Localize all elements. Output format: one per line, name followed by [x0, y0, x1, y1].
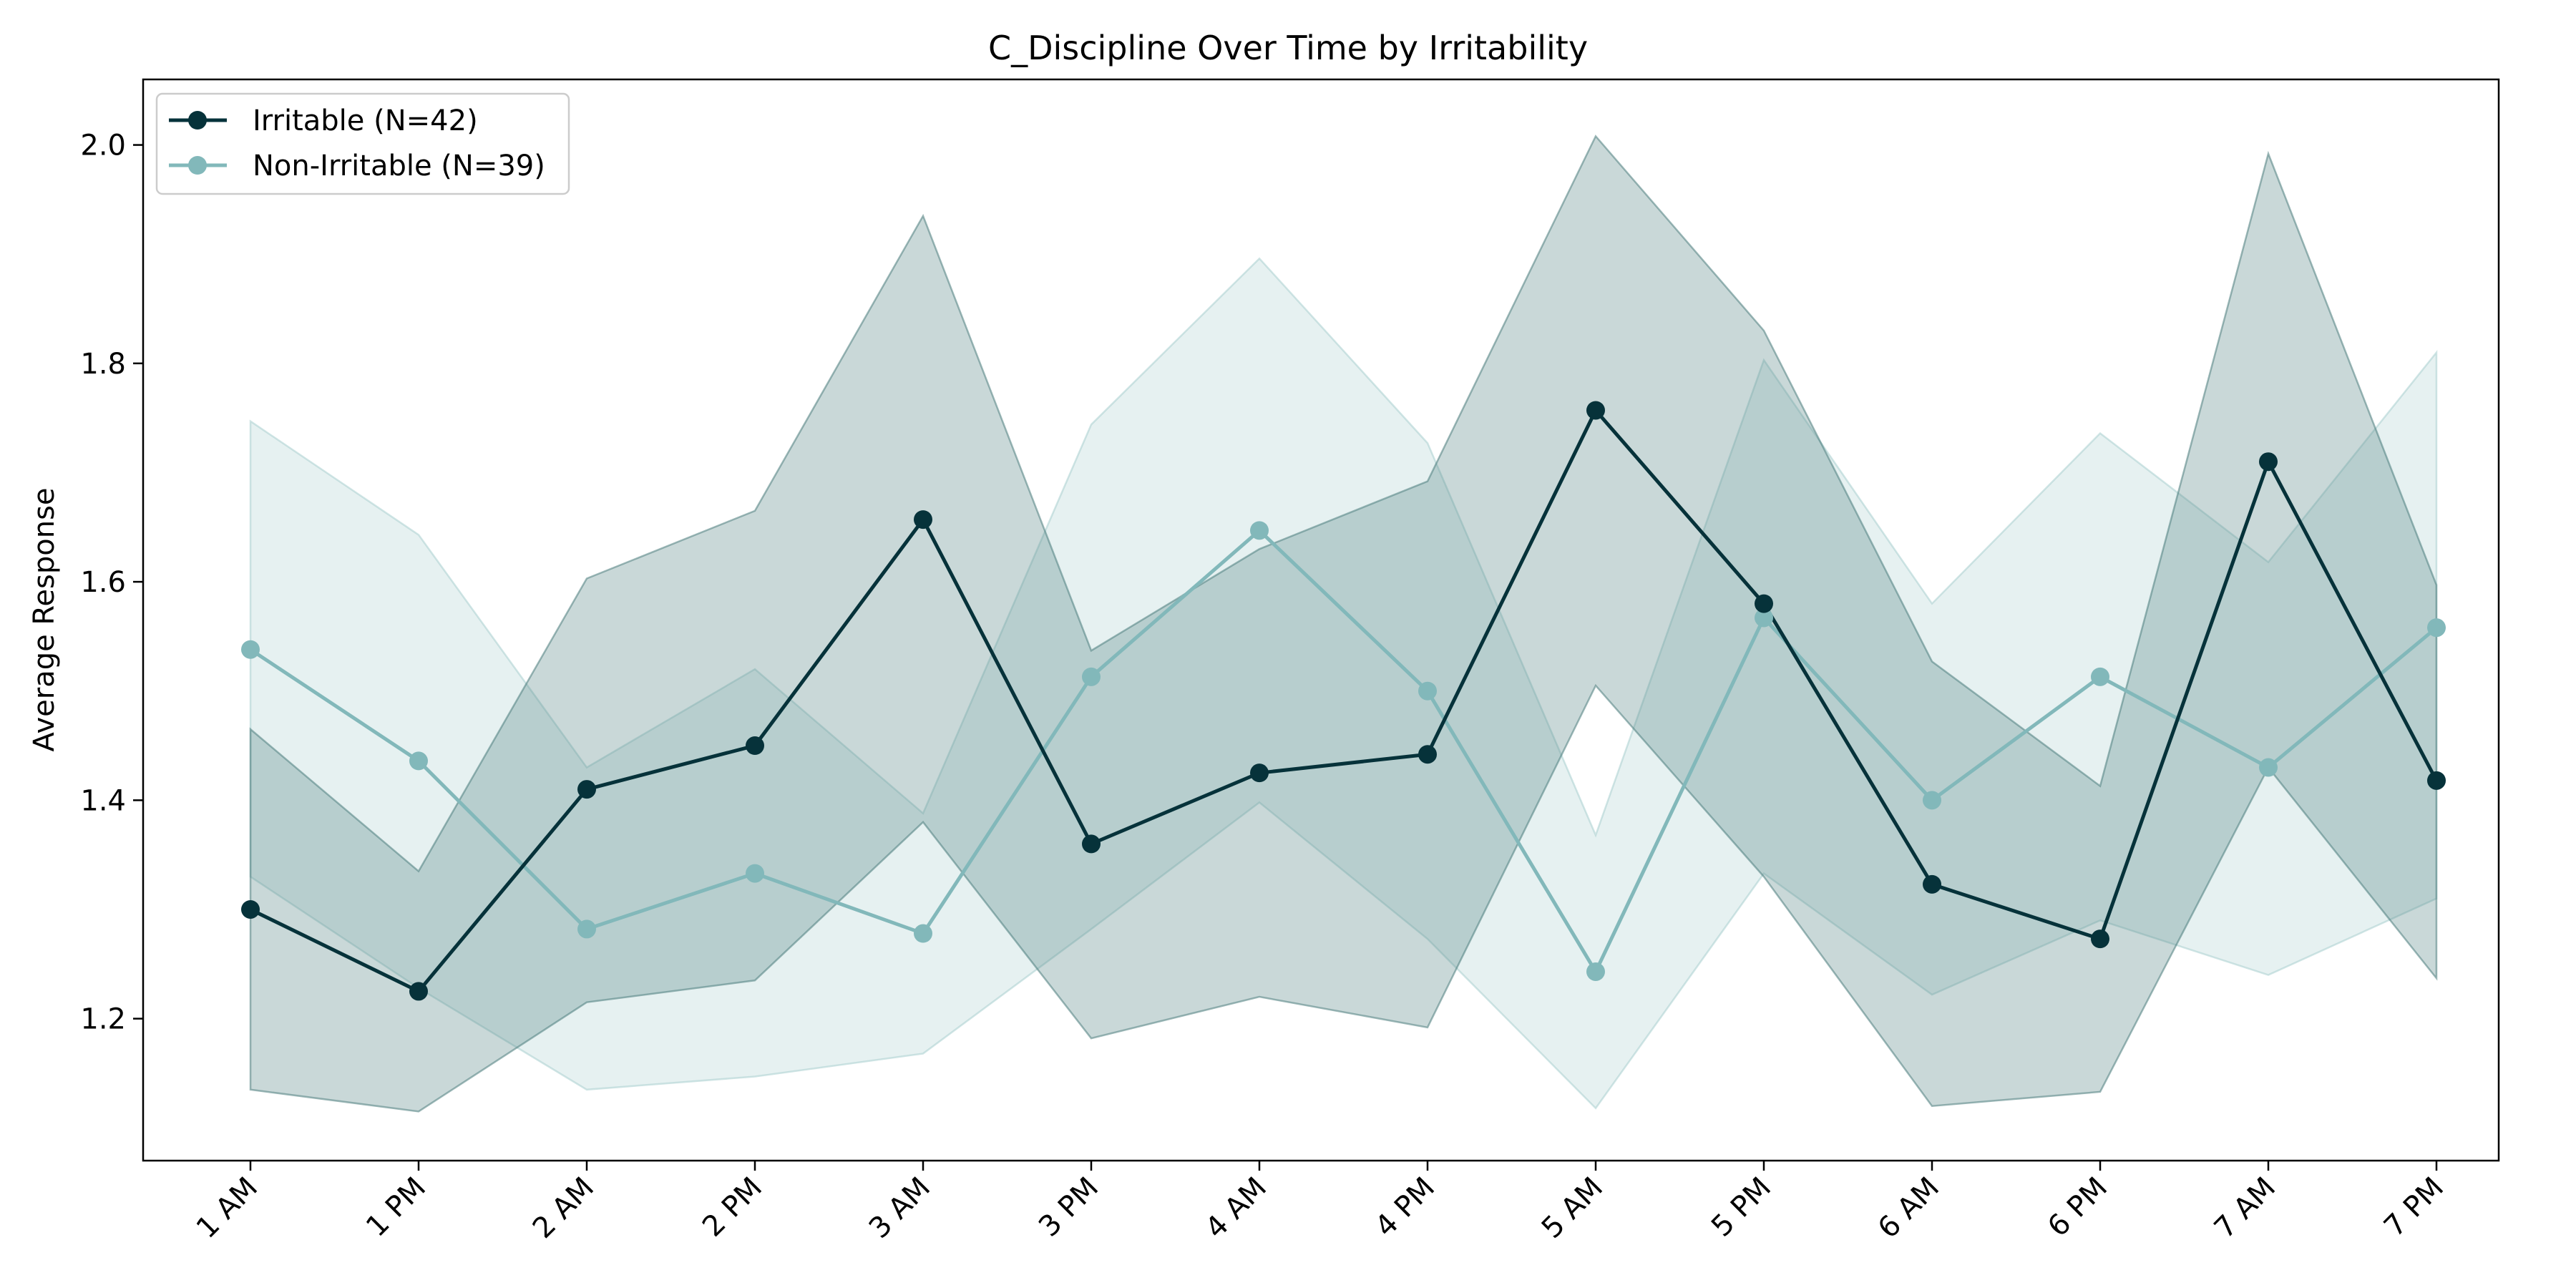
x-tick-label: 4 PM: [1369, 1171, 1441, 1244]
y-axis-ticks: 1.2 1.4 1.6 1.8 2.0: [80, 130, 143, 1036]
confidence-band-1: [249, 135, 2438, 1113]
data-point: [2259, 452, 2278, 472]
x-tick-label: 5 PM: [1705, 1171, 1777, 1244]
data-point: [1250, 521, 1269, 540]
chart-title: C_Discipline Over Time by Irritability: [988, 29, 1588, 67]
y-tick-label: 1.4: [80, 784, 126, 817]
data-point: [1250, 763, 1269, 783]
data-point: [2427, 771, 2446, 790]
x-tick-label: 6 AM: [1872, 1171, 1946, 1245]
series-line-1: [249, 408, 2439, 993]
data-point: [577, 919, 596, 939]
data-point: [2259, 758, 2278, 777]
series-lines: [249, 408, 2439, 993]
legend-swatch-marker: [188, 156, 207, 175]
data-point: [1418, 745, 1437, 764]
x-tick-label: 7 PM: [2378, 1171, 2450, 1244]
data-point: [241, 640, 260, 659]
x-tick-label: 3 PM: [1033, 1171, 1105, 1244]
x-tick-label: 1 PM: [360, 1171, 432, 1244]
legend-box: [155, 92, 570, 195]
data-point: [2427, 618, 2446, 638]
y-tick-label: 1.2: [80, 1003, 126, 1036]
data-point: [2091, 667, 2109, 686]
data-point: [746, 736, 764, 756]
y-tick-label: 1.6: [80, 566, 126, 599]
data-point: [1755, 594, 1773, 613]
data-point: [1082, 667, 1101, 686]
data-point: [1586, 401, 1605, 420]
x-tick-label: 2 PM: [696, 1171, 769, 1244]
data-point: [577, 780, 596, 799]
data-point: [914, 924, 932, 943]
data-point: [746, 864, 764, 883]
data-point: [2091, 930, 2109, 949]
x-tick-label: 7 AM: [2208, 1171, 2282, 1245]
series-line-2: [249, 528, 2438, 974]
y-tick-label: 2.0: [80, 130, 126, 162]
data-point: [1923, 874, 1941, 894]
legend-label: Non-Irritable (N=39): [253, 150, 545, 182]
data-point: [1418, 681, 1437, 701]
x-tick-label: 1 AM: [190, 1171, 264, 1245]
x-axis-ticks: 1 AM 1 PM 2 AM 2 PM 3 AM 3 PM 4 AM 4 PM 5 AM 5 PM…: [190, 1161, 2450, 1245]
data-point: [409, 751, 428, 771]
x-tick-label: 3 AM: [863, 1171, 937, 1245]
x-tick-label: 5 AM: [1536, 1171, 1609, 1245]
legend-label: Irritable (N=42): [253, 104, 478, 137]
x-tick-label: 4 AM: [1199, 1171, 1273, 1245]
y-axis-label: Average Response: [28, 487, 61, 751]
series-points: [241, 401, 2446, 1001]
x-tick-label: 6 PM: [2041, 1171, 2114, 1244]
data-point: [1755, 608, 1773, 628]
data-point: [241, 899, 260, 919]
confidence-bands: [249, 135, 2438, 1113]
y-tick-label: 1.8: [80, 348, 126, 381]
legend-swatch-marker: [188, 111, 207, 130]
x-tick-label: 2 AM: [527, 1171, 600, 1245]
plot-frame: [142, 78, 2500, 1162]
data-point: [1923, 791, 1941, 810]
legend: Irritable (N=42) Non-Irritable (N=39): [155, 92, 570, 195]
data-point: [409, 982, 428, 1001]
data-point: [1082, 834, 1101, 854]
data-point: [1586, 962, 1605, 981]
data-point: [914, 510, 932, 530]
